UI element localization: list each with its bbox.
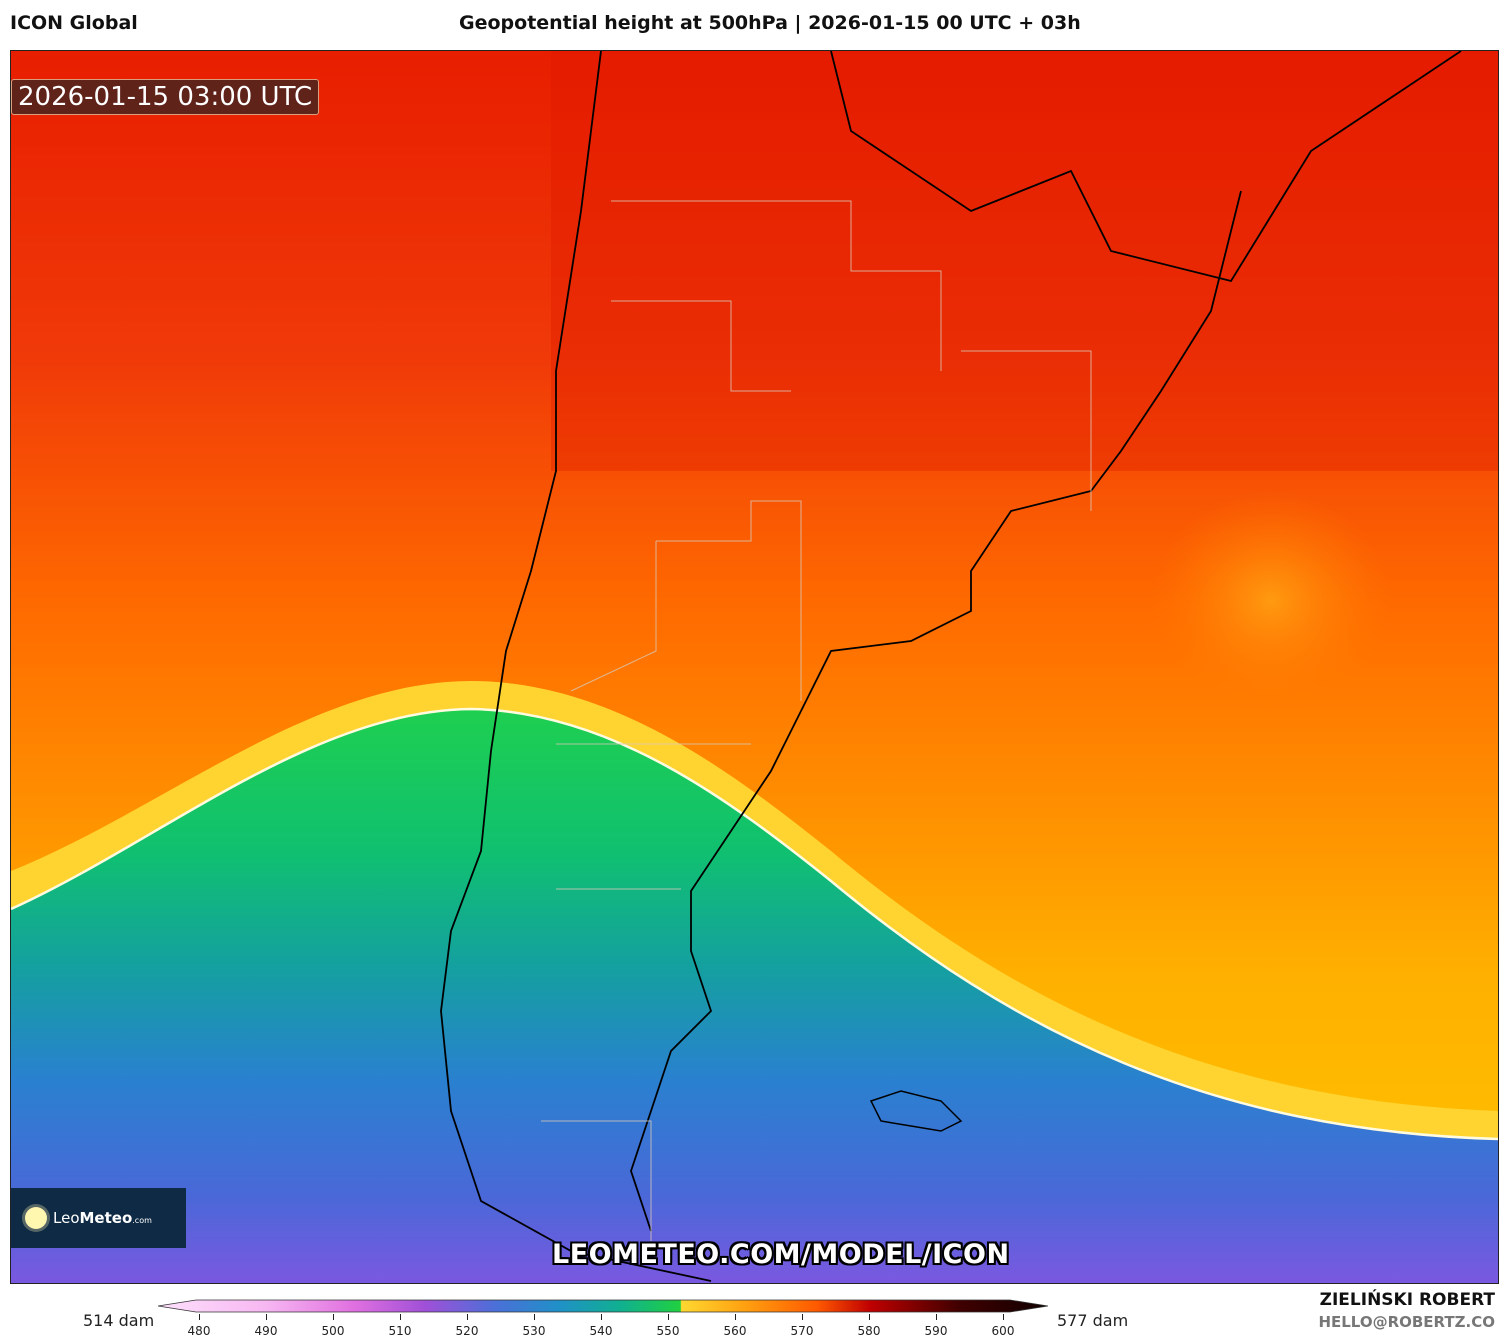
watermark-url: LEOMETEO.COM/MODEL/ICON [552,1239,1010,1270]
author-email[interactable]: HELLO@ROBERTZ.CO [1318,1313,1495,1331]
colorbar-tick: 540 [589,1324,613,1338]
colorbar-tick: 490 [254,1324,278,1338]
colorbar-tick: 550 [656,1324,680,1338]
colorbar-tick: 500 [321,1324,345,1338]
colorbar-tick: 580 [857,1324,881,1338]
author-name: ZIELIŃSKI ROBERT [1319,1290,1495,1310]
model-name: ICON Global [10,12,138,34]
colorbar-tick: 590 [924,1324,948,1338]
logo-text: LeoMeteo.com [53,1209,152,1227]
forecast-map: 2026-01-15 03:00 UTC LeoMeteo.com LEOMET… [10,50,1499,1284]
colorbar-tick: 560 [723,1324,747,1338]
colorbar-tick: 510 [388,1324,412,1338]
geopotential-field [11,51,1498,1283]
sun-icon [25,1207,47,1229]
colorbar-tick: 520 [455,1324,479,1338]
colorbar-tick: 530 [522,1324,546,1338]
chart-title: Geopotential height at 500hPa | 2026-01-… [459,12,1081,34]
valid-time-badge: 2026-01-15 03:00 UTC [11,79,320,115]
colorbar-tick: 480 [187,1324,211,1338]
leometeo-logo[interactable]: LeoMeteo.com [11,1188,186,1248]
colorbar [158,1299,1048,1313]
colorbar-max-label: 577 dam [1057,1311,1129,1330]
colorbar-tick: 600 [991,1324,1015,1338]
colorbar-tick: 570 [790,1324,814,1338]
colorbar-min-label: 514 dam [83,1311,155,1330]
